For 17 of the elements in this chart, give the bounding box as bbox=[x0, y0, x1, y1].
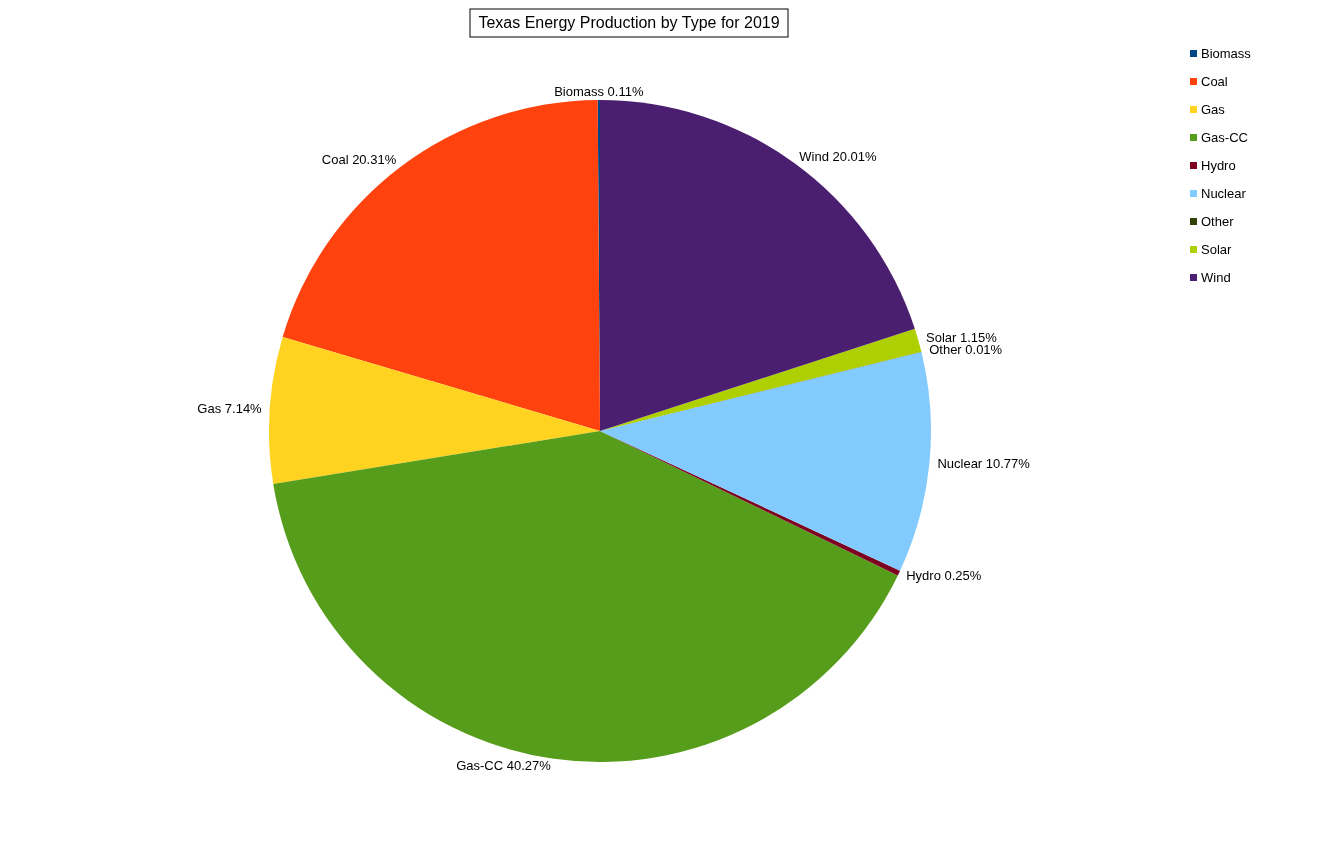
legend-label: Nuclear bbox=[1201, 186, 1247, 201]
legend-label: Wind bbox=[1201, 270, 1231, 285]
data-label: Gas 7.14% bbox=[197, 401, 263, 417]
data-label: Hydro 0.25% bbox=[906, 568, 982, 584]
chart-title: Texas Energy Production by Type for 2019 bbox=[478, 14, 780, 31]
data-label: Coal 20.31% bbox=[321, 152, 397, 168]
legend-label: Gas-CC bbox=[1201, 130, 1248, 145]
legend-label: Coal bbox=[1201, 74, 1228, 89]
legend-label: Other bbox=[1201, 214, 1235, 229]
data-label: Biomass 0.11% bbox=[554, 84, 644, 99]
legend-label: Solar bbox=[1201, 242, 1233, 257]
data-label: Nuclear 10.77% bbox=[937, 455, 1031, 471]
legend-label: Hydro bbox=[1201, 158, 1236, 173]
data-label: Wind 20.01% bbox=[799, 148, 878, 164]
data-label: Gas-CC 40.27% bbox=[456, 758, 552, 774]
legend-label: Biomass bbox=[1201, 46, 1252, 61]
legend-label: Gas bbox=[1201, 102, 1226, 117]
